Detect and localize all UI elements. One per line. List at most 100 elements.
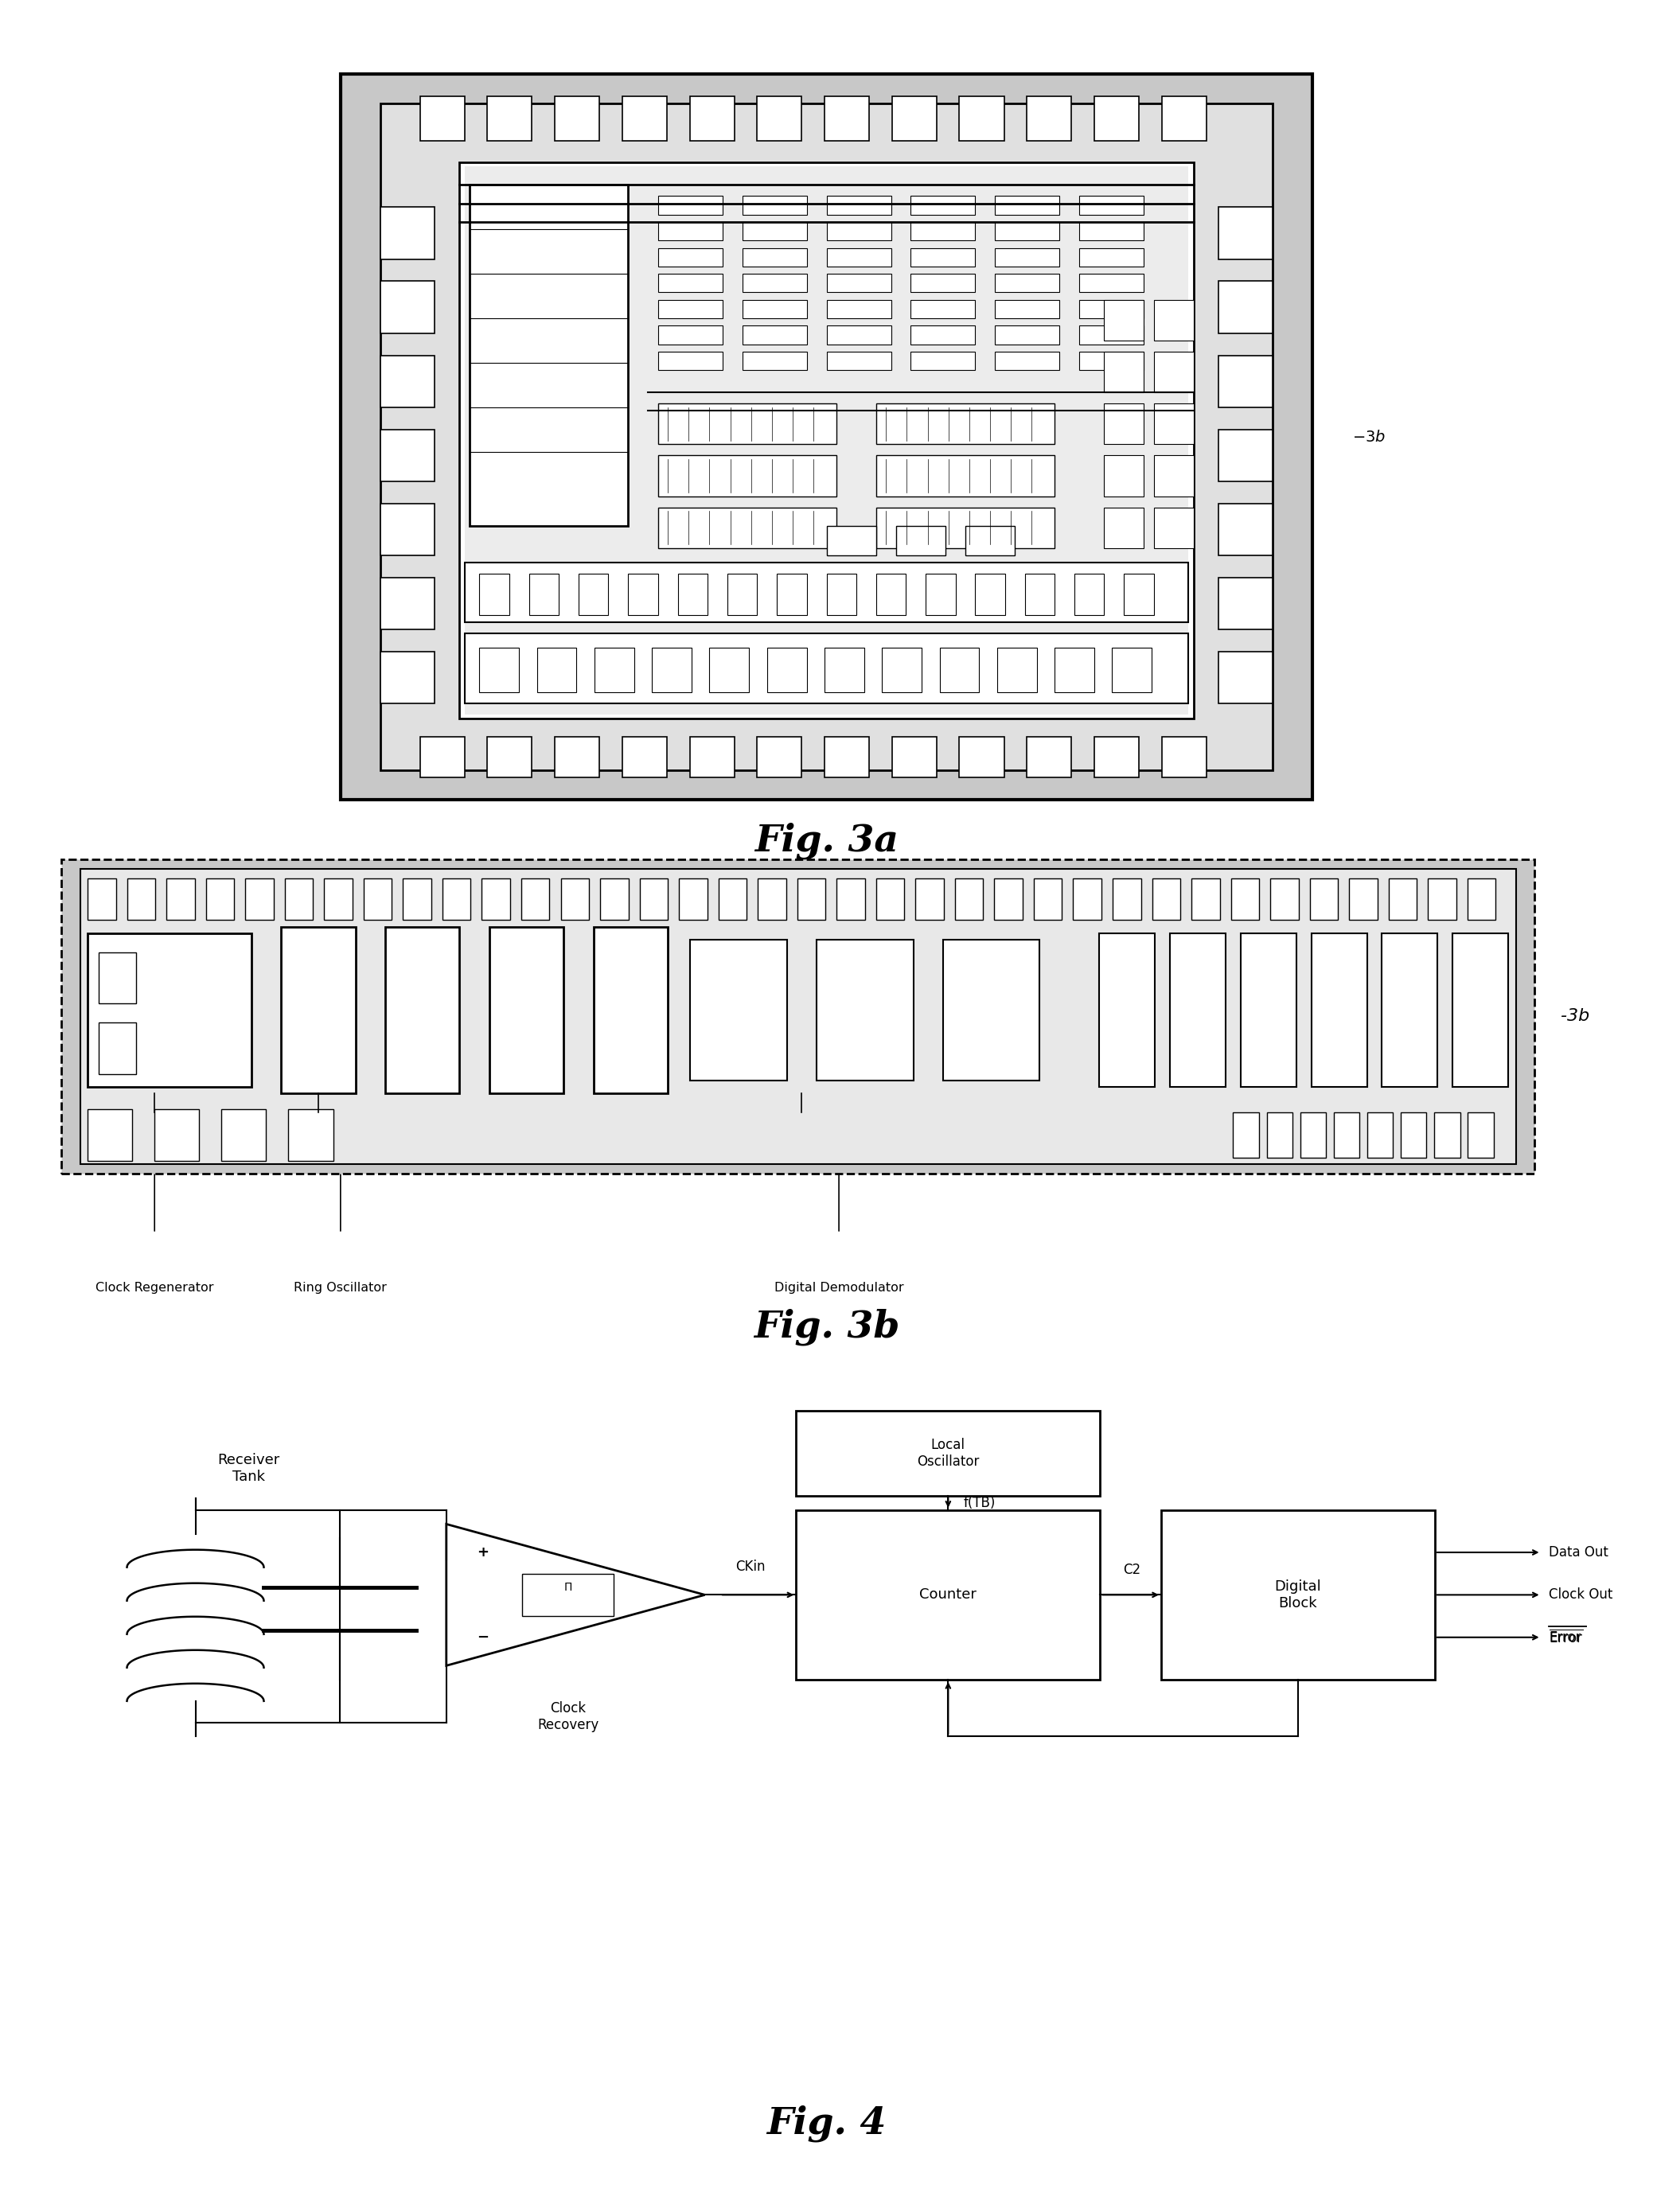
Bar — [99, 951, 136, 1004]
Bar — [380, 356, 435, 407]
Bar — [1382, 933, 1438, 1086]
Bar — [1367, 1113, 1393, 1157]
Text: Data Out: Data Out — [1549, 1546, 1608, 1559]
Bar — [995, 301, 1060, 319]
Bar — [1027, 737, 1071, 779]
Bar — [1231, 878, 1260, 920]
Bar — [622, 95, 666, 139]
Text: Receiver
Tank: Receiver Tank — [218, 1453, 279, 1484]
Bar — [155, 1110, 198, 1161]
Bar — [1299, 1113, 1326, 1157]
Bar — [827, 573, 856, 615]
Bar — [1099, 933, 1155, 1086]
Bar — [1266, 1113, 1293, 1157]
Bar — [595, 648, 635, 692]
Bar — [893, 95, 937, 139]
Bar — [658, 403, 836, 445]
Bar — [658, 352, 722, 369]
Bar — [689, 95, 734, 139]
Bar — [483, 878, 511, 920]
Bar — [380, 281, 435, 334]
Bar — [719, 878, 747, 920]
Bar — [99, 1022, 136, 1075]
Bar — [1233, 1113, 1260, 1157]
Bar — [658, 507, 836, 549]
Text: Error: Error — [1549, 1630, 1580, 1644]
Text: Local
Oscillator: Local Oscillator — [917, 1438, 979, 1469]
Bar — [420, 95, 464, 139]
Bar — [560, 878, 588, 920]
Bar — [658, 325, 722, 345]
Bar — [911, 325, 975, 345]
Bar — [658, 248, 722, 265]
Bar — [443, 878, 471, 920]
Text: -3b: -3b — [1560, 1009, 1589, 1024]
Bar — [827, 526, 876, 555]
Bar — [1094, 95, 1139, 139]
Bar — [911, 274, 975, 292]
Bar — [1104, 403, 1144, 445]
Bar — [1160, 1511, 1435, 1679]
Bar — [876, 878, 904, 920]
Bar — [876, 456, 1055, 495]
Bar — [469, 186, 628, 526]
Bar — [827, 274, 891, 292]
Bar — [600, 878, 628, 920]
Text: Π: Π — [564, 1582, 572, 1593]
Bar — [489, 927, 564, 1093]
Bar — [797, 1411, 1101, 1495]
Bar — [742, 197, 807, 215]
Bar — [827, 325, 891, 345]
Bar — [1104, 352, 1144, 392]
Bar — [727, 573, 757, 615]
Bar — [380, 653, 435, 703]
Bar — [1271, 878, 1299, 920]
Bar — [1349, 878, 1377, 920]
Bar — [1389, 878, 1417, 920]
Text: C2: C2 — [1122, 1564, 1141, 1577]
Bar — [1104, 507, 1144, 549]
Bar — [1152, 878, 1180, 920]
Bar — [207, 878, 235, 920]
Bar — [245, 878, 274, 920]
Bar — [460, 164, 1193, 719]
Bar — [883, 648, 922, 692]
Bar — [827, 197, 891, 215]
Bar — [1079, 197, 1144, 215]
Bar — [658, 301, 722, 319]
Bar — [825, 737, 869, 779]
Bar — [827, 352, 891, 369]
Bar — [1079, 274, 1144, 292]
Bar — [1154, 301, 1193, 341]
Text: Clock
Recovery: Clock Recovery — [537, 1701, 598, 1732]
Bar — [689, 737, 734, 779]
Bar — [1218, 429, 1273, 482]
Bar — [1435, 1113, 1460, 1157]
Bar — [742, 352, 807, 369]
Bar — [995, 197, 1060, 215]
Bar — [1240, 933, 1296, 1086]
Bar — [939, 648, 979, 692]
Bar — [1468, 878, 1496, 920]
Bar — [709, 648, 749, 692]
Bar — [1094, 737, 1139, 779]
Bar — [1079, 301, 1144, 319]
Bar — [827, 248, 891, 265]
Bar — [955, 878, 984, 920]
Bar — [1192, 878, 1220, 920]
Bar — [281, 927, 355, 1093]
Bar — [942, 940, 1040, 1079]
Bar — [488, 737, 532, 779]
Bar — [1079, 221, 1144, 241]
Bar — [1162, 95, 1207, 139]
Bar — [324, 878, 352, 920]
Text: f(TB): f(TB) — [964, 1495, 995, 1511]
Bar — [1218, 577, 1273, 630]
Bar — [1033, 878, 1063, 920]
Text: Fig. 3a: Fig. 3a — [754, 823, 899, 858]
Bar — [1124, 573, 1154, 615]
Text: Clock Out: Clock Out — [1549, 1588, 1613, 1601]
Bar — [995, 221, 1060, 241]
Bar — [284, 878, 312, 920]
Bar — [380, 577, 435, 630]
